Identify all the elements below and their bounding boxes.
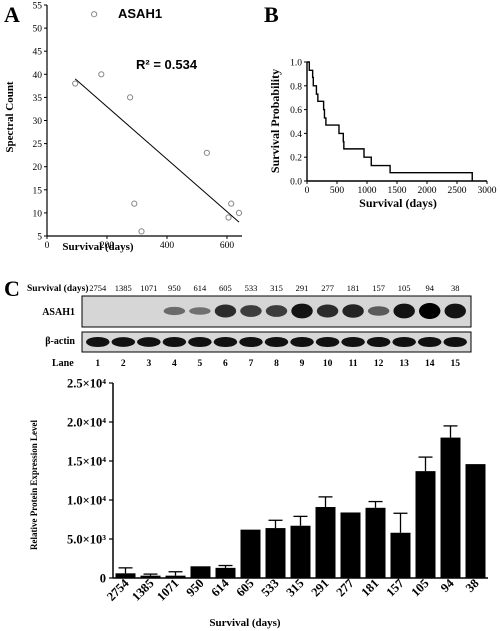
chart-a-point [225, 214, 232, 221]
chart-a-regression-line [74, 78, 240, 223]
chart-a-ytick-label: 40 [33, 71, 43, 81]
chart-a-xtick-label: 200 [100, 241, 115, 251]
chart-a-point [203, 149, 210, 156]
chart-a-point [138, 228, 145, 235]
chart-a-ytick-label: 15 [33, 186, 43, 196]
chart-a-ytick-label: 10 [33, 209, 43, 219]
panel-letter-b: B [264, 2, 279, 27]
chart-a-point [72, 80, 79, 87]
chart-a-title: ASAH1 [118, 6, 162, 21]
chart-a-point [98, 71, 105, 78]
chart-a-point [235, 209, 243, 216]
chart-a-point [228, 200, 235, 207]
chart-a-point [91, 11, 98, 18]
chart-a-xtick-label: 0 [45, 241, 50, 251]
chart-a-ytick-label: 45 [33, 48, 43, 58]
chart-a-ytick-label: 35 [33, 94, 43, 104]
chart-a-ytick-label: 30 [33, 117, 43, 127]
panel-letter-a: A [4, 2, 20, 27]
chart-a-xlabel: Survival (days) [62, 241, 134, 253]
chart-a-ylabel: Spectral Count [4, 81, 16, 153]
chart-a-ytick-label: 50 [33, 25, 43, 35]
chart-a-ytick-label: 25 [33, 140, 43, 150]
chart-a-xtick-label: 400 [160, 241, 175, 251]
chart-a-ytick-label: 55 [33, 2, 43, 12]
panel-letter-c: C [4, 276, 20, 301]
chart-a-r2-annotation: R² = 0.534 [136, 57, 198, 72]
chart-a-point [127, 94, 134, 101]
chart-a-xtick-label: 600 [220, 241, 235, 251]
chart-a-point [131, 200, 138, 207]
chart-a-ytick-label: 20 [33, 163, 43, 173]
chart-a-ytick-label: 5 [37, 233, 42, 243]
